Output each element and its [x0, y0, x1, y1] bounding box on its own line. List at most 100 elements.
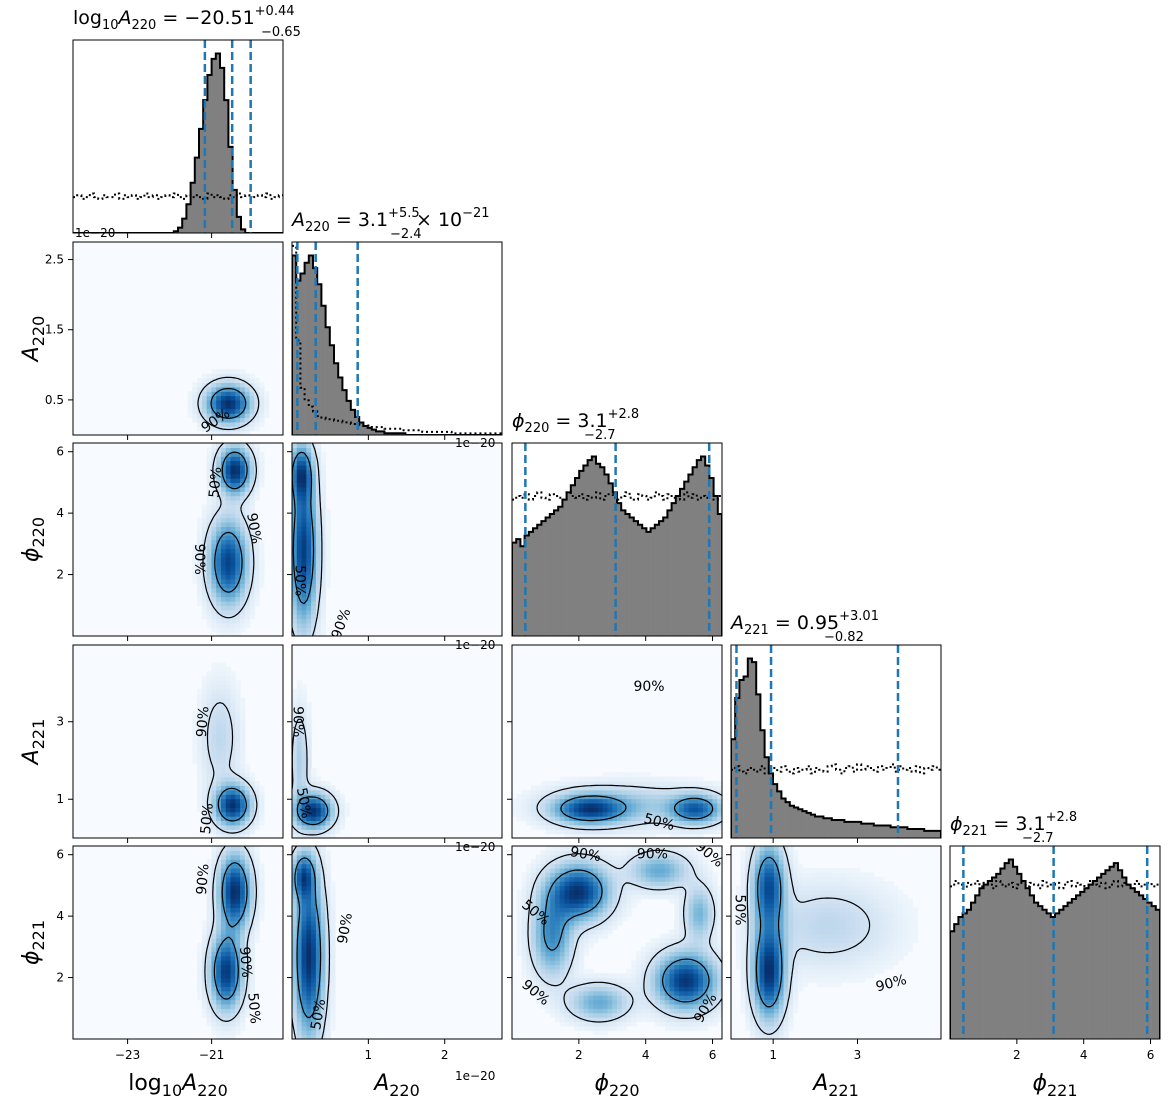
- density-cell: [655, 776, 661, 782]
- density-cell: [292, 955, 298, 961]
- density-cell: [301, 464, 307, 470]
- density-cell: [664, 946, 671, 952]
- density-cell: [220, 894, 227, 900]
- density-cell: [301, 995, 307, 1001]
- density-cell: [249, 829, 255, 835]
- density-cell: [612, 894, 618, 900]
- density-cell: [296, 456, 303, 462]
- density-cell: [187, 404, 193, 410]
- density-cell: [259, 911, 265, 917]
- density-cell: [225, 627, 232, 633]
- density-cell: [211, 829, 217, 835]
- density-cell: [306, 596, 312, 602]
- density-cell: [206, 386, 213, 392]
- density-cell: [712, 938, 718, 944]
- density-cell: [574, 907, 580, 913]
- density-cell: [211, 933, 217, 939]
- density-cell: [211, 574, 217, 580]
- density-cell: [197, 517, 203, 523]
- density-cell: [206, 417, 213, 423]
- density-cell: [296, 543, 303, 549]
- density-cell: [315, 508, 322, 514]
- density-cell: [564, 846, 570, 851]
- density-cell: [788, 1008, 794, 1014]
- density-cell: [220, 719, 227, 725]
- density-cell: [650, 946, 656, 952]
- density-cell: [197, 702, 203, 708]
- density-cell: [211, 417, 217, 423]
- density-cell: [201, 977, 208, 983]
- density-cell: [201, 816, 208, 822]
- density-cell: [698, 920, 704, 926]
- density-cell: [693, 1025, 699, 1031]
- density-cell: [631, 986, 637, 992]
- density-cell: [197, 741, 203, 747]
- density-cell: [259, 456, 265, 462]
- density-cell: [712, 986, 718, 992]
- density-cell: [216, 1034, 222, 1039]
- density-cell: [588, 863, 594, 869]
- density-cell: [659, 850, 666, 856]
- density-cell: [602, 824, 609, 830]
- density-cell: [311, 933, 317, 939]
- density-cell: [216, 675, 222, 681]
- density-cell: [664, 780, 671, 786]
- density-cell: [301, 876, 307, 882]
- density-cell: [187, 413, 193, 419]
- density-cell: [216, 850, 222, 856]
- density-cell: [315, 876, 322, 882]
- density-cell: [583, 903, 589, 909]
- density-cell: [240, 767, 246, 773]
- density-cell: [669, 973, 675, 979]
- density-cell: [626, 903, 632, 909]
- density-cell: [550, 889, 556, 895]
- density-cell: [254, 456, 260, 462]
- density-cell: [574, 802, 580, 808]
- density-cell: [535, 785, 542, 791]
- density-cell: [821, 981, 828, 987]
- density-cell: [521, 938, 527, 944]
- density-cell: [211, 491, 217, 497]
- density-cell: [211, 618, 217, 624]
- density-cell: [526, 933, 532, 939]
- density-cell: [220, 995, 227, 1001]
- density-cell: [664, 876, 671, 882]
- density-cell: [197, 750, 203, 756]
- density-cell: [201, 697, 208, 703]
- density-cell: [683, 898, 690, 904]
- density-cell: [754, 1008, 761, 1014]
- density-cell: [235, 395, 241, 401]
- density-cell: [330, 960, 336, 966]
- density-cell: [230, 732, 236, 738]
- density-cell: [296, 924, 303, 930]
- density-cell: [201, 820, 208, 826]
- density-cell: [230, 924, 236, 930]
- density-cell: [793, 981, 799, 987]
- density-cell: [254, 464, 260, 470]
- density-cell: [306, 964, 312, 970]
- density-cell: [240, 451, 246, 457]
- density-cell: [636, 951, 642, 957]
- density-cell: [788, 973, 794, 979]
- density-cell: [578, 946, 585, 952]
- density-cell: [240, 543, 246, 549]
- density-cell: [845, 973, 851, 979]
- density-cell: [296, 929, 303, 935]
- density-cell: [301, 447, 307, 453]
- density-cell: [311, 609, 317, 615]
- density-cell: [669, 794, 675, 800]
- density-cell: [235, 846, 241, 851]
- density-cell: [235, 850, 241, 856]
- density-cell: [717, 911, 722, 917]
- density-cell: [244, 382, 251, 388]
- density-cell: [645, 776, 652, 782]
- density-cell: [225, 1008, 232, 1014]
- density-cell: [540, 807, 547, 813]
- density-cell: [240, 526, 246, 532]
- density-cell: [826, 981, 832, 987]
- density-cell: [211, 473, 217, 479]
- density-cell: [201, 920, 208, 926]
- density-cell: [669, 889, 675, 895]
- density-cell: [521, 946, 527, 952]
- density-cell: [220, 443, 227, 448]
